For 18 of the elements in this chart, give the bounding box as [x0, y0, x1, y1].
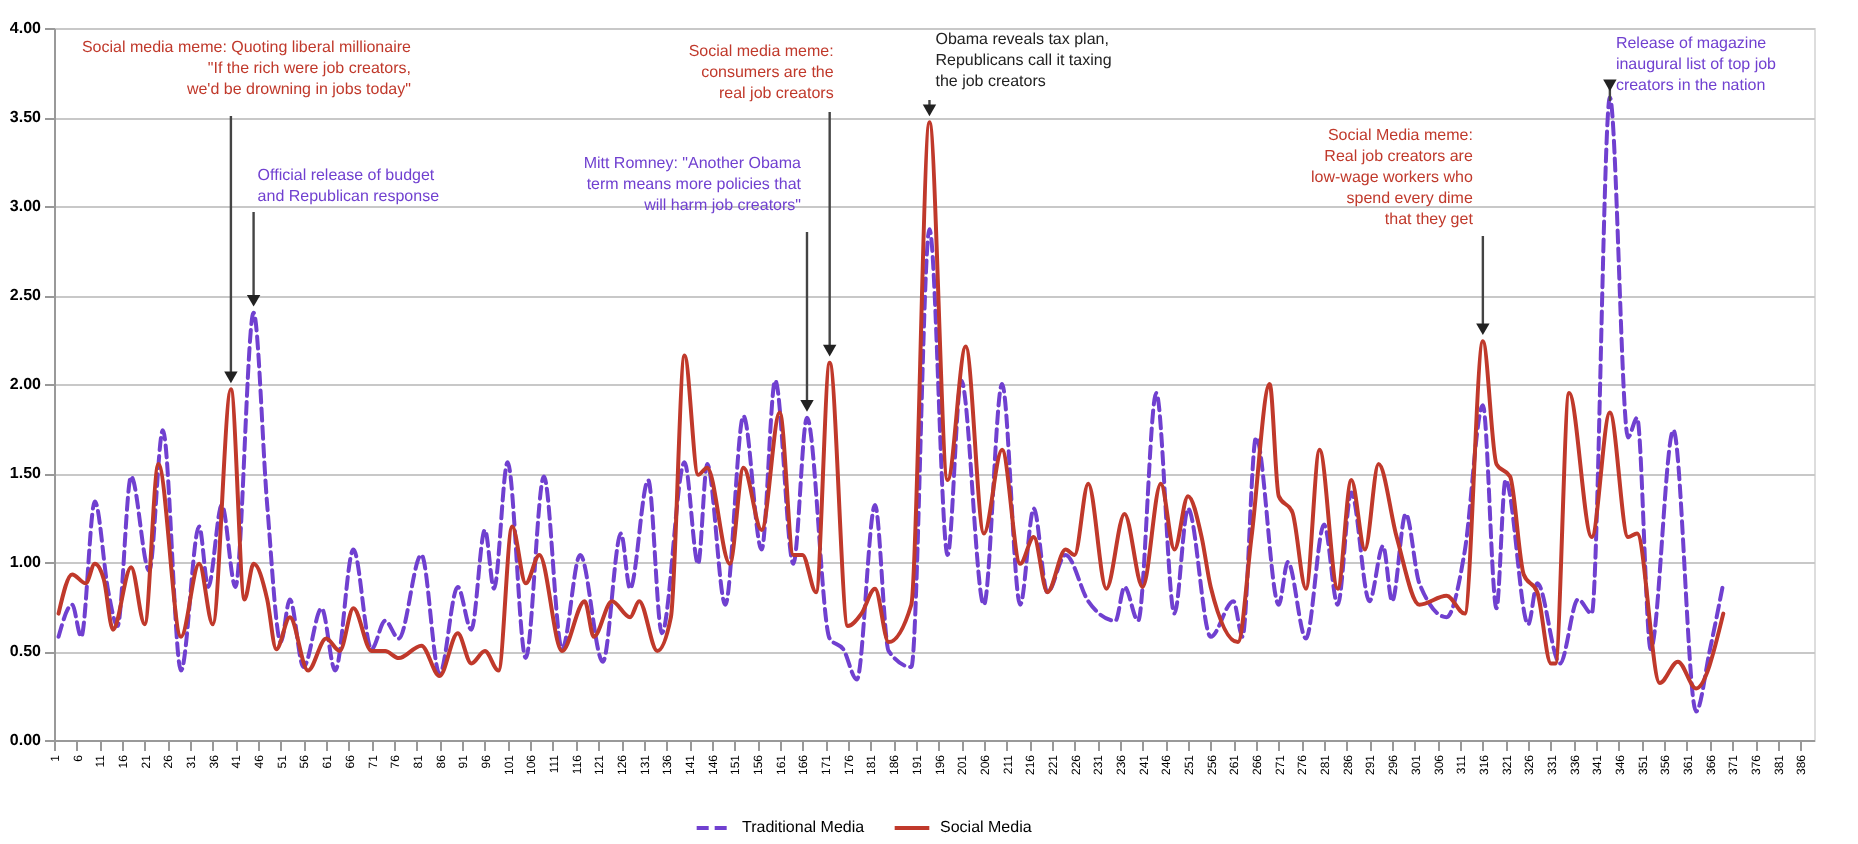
- annotation: Official release of budget and Republican response: [257, 166, 441, 205]
- y-tick-label: 4.00: [9, 19, 43, 37]
- y-tick-label: 0.50: [9, 642, 43, 660]
- legend-label: Social Media: [940, 818, 1033, 836]
- y-tick-label: 3.00: [9, 197, 43, 215]
- annotation: Release of magazine inaugural list of top job creators in the nation: [1615, 34, 1778, 94]
- y-tick-label: 1.50: [9, 464, 43, 482]
- annotation: Obama reveals tax plan, Republicans call it taxing the job creators: [935, 30, 1112, 90]
- y-tick-label: 2.00: [9, 375, 43, 393]
- annotation: Social media meme: consumers are the real job creators: [688, 42, 835, 102]
- annotation: Social media meme: Quoting liberal millionaire "If the rich were job creators, we'd be drowning in jobs today": [81, 38, 413, 98]
- annotation: Mitt Romney: "Another Obama term means more policies that will harm job creators": [583, 154, 803, 214]
- y-tick-label: 0.00: [9, 731, 43, 749]
- y-tick-label: 2.50: [9, 286, 43, 304]
- y-tick-label: 1.00: [9, 553, 43, 571]
- annotation: Social Media meme: Real job creators are low-wage workers who spend every dime that they get: [1311, 126, 1475, 228]
- y-tick-label: 3.50: [9, 108, 43, 126]
- legend-label: Traditional Media: [742, 818, 866, 836]
